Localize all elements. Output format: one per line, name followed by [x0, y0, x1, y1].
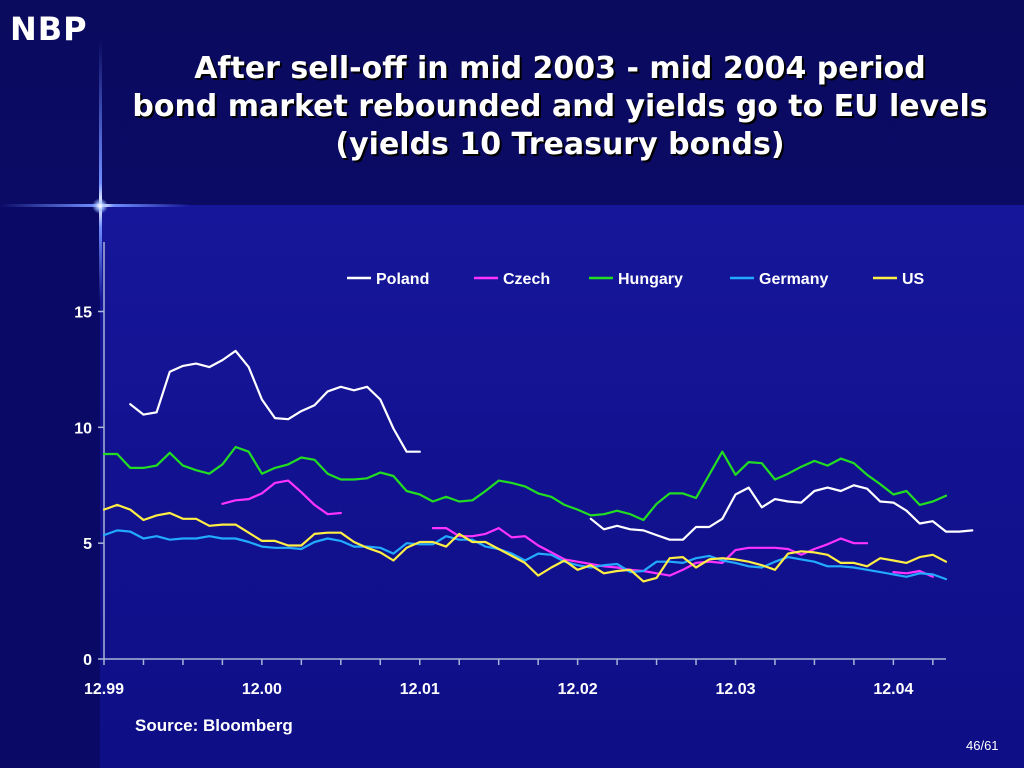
- y-tick-label: 5: [83, 536, 92, 553]
- source-note: Source: Bloomberg: [135, 716, 293, 735]
- decorative-flare-star: [92, 198, 108, 214]
- slide-title-line-1: After sell-off in mid 2003 - mid 2004 pe…: [194, 51, 926, 86]
- left-band: [0, 205, 100, 768]
- series-line-us: [102, 503, 948, 583]
- x-tick-label: 12.02: [558, 681, 598, 698]
- y-tick-label: 0: [83, 652, 92, 669]
- legend-label-germany: Germany: [759, 271, 828, 288]
- x-tick-label: 12.04: [873, 681, 913, 698]
- x-tick-label: 12.00: [242, 681, 282, 698]
- legend-label-poland: Poland: [376, 271, 429, 288]
- legend-label-hungary: Hungary: [618, 271, 683, 288]
- x-tick-label: 12.03: [715, 681, 755, 698]
- slide-title: After sell-off in mid 2003 - mid 2004 pe…: [110, 50, 1010, 164]
- page-number: 46/61: [966, 738, 999, 753]
- legend-label-us: US: [902, 271, 925, 288]
- series-line-poland: [589, 484, 974, 541]
- slide-title-line-2: bond market rebounded and yields go to E…: [132, 89, 988, 124]
- series-line-hungary: [102, 445, 948, 522]
- x-tick-label: 12.01: [400, 681, 440, 698]
- series-line-czech: [221, 479, 342, 516]
- nbp-logo: NBP: [10, 10, 88, 48]
- series-line-poland: [129, 349, 421, 453]
- legend-label-czech: Czech: [503, 271, 550, 288]
- content-band: [100, 205, 1024, 768]
- decorative-flare-vertical: [99, 40, 102, 300]
- y-tick-label: 10: [74, 420, 92, 437]
- header-band: [0, 0, 1024, 205]
- x-tick-label: 12.99: [84, 681, 124, 698]
- slide-title-line-3: (yields 10 Treasury bonds): [335, 127, 785, 162]
- y-tick-label: 15: [74, 305, 92, 322]
- series-line-germany: [102, 529, 948, 581]
